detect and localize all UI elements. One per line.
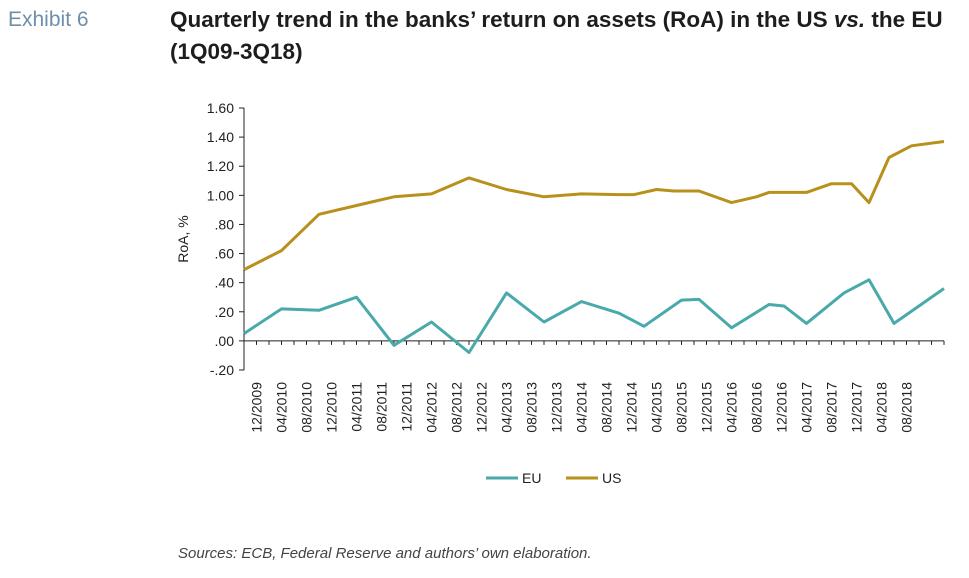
- chart-title: Quarterly trend in the banks’ return on …: [170, 4, 960, 68]
- x-tick-label: 04/2017: [799, 382, 815, 433]
- y-tick-label: 1.40: [207, 129, 234, 145]
- x-tick-label: 04/2016: [724, 382, 740, 433]
- x-tick-label: 12/2013: [549, 382, 565, 433]
- x-tick-label: 04/2013: [499, 382, 515, 433]
- y-tick-label: .80: [215, 216, 235, 232]
- y-tick-label: .60: [215, 246, 235, 262]
- x-tick-label: 08/2015: [674, 382, 690, 433]
- title-main: Quarterly trend in the banks’ return on …: [170, 7, 834, 32]
- x-tick-label: 12/2014: [624, 382, 640, 433]
- x-tick-label: 12/2012: [474, 382, 490, 433]
- x-tick-label: 08/2010: [299, 382, 315, 433]
- source-note: Sources: ECB, Federal Reserve and author…: [178, 545, 592, 562]
- x-tick-label: 12/2017: [849, 382, 865, 433]
- x-tick-label: 12/2016: [774, 382, 790, 433]
- x-tick-label: 04/2014: [574, 382, 590, 433]
- y-tick-label: .00: [215, 333, 235, 349]
- x-tick-label: 08/2013: [524, 382, 540, 433]
- legend-label-us: US: [602, 470, 621, 486]
- y-tick-label: 1.20: [207, 158, 234, 174]
- x-tick-label: 08/2012: [449, 382, 465, 433]
- series-line-eu: [243, 278, 945, 354]
- x-tick-label: 08/2011: [374, 382, 390, 432]
- x-tick-label: 08/2016: [749, 382, 765, 433]
- title-end: the EU (1Q09-3Q18): [170, 7, 943, 64]
- x-tick-label: 12/2009: [249, 382, 265, 433]
- y-tick-label: 1.00: [207, 187, 234, 203]
- x-tick-label: 04/2011: [349, 382, 365, 432]
- exhibit-label: Exhibit 6: [8, 8, 89, 31]
- y-axis-label: RoA, %: [175, 215, 191, 262]
- x-tick-label: 08/2018: [899, 382, 915, 433]
- x-tick-label: 04/2012: [424, 382, 440, 433]
- x-tick-label: 04/2010: [274, 382, 290, 433]
- x-tick-label: 08/2017: [824, 382, 840, 433]
- y-tick-label: 1.60: [207, 100, 234, 116]
- legend-label-eu: EU: [522, 470, 541, 486]
- x-tick-label: 12/2010: [324, 382, 340, 433]
- x-tick-label: 04/2015: [649, 382, 665, 433]
- y-tick-label: -.20: [210, 362, 234, 378]
- series-line-us: [243, 140, 945, 271]
- y-tick-label: .40: [215, 275, 235, 291]
- x-tick-label: 12/2011: [399, 382, 415, 432]
- title-italic: vs.: [833, 7, 866, 32]
- x-tick-label: 04/2018: [874, 382, 890, 433]
- x-tick-label: 12/2015: [699, 382, 715, 433]
- x-tick-label: 08/2014: [599, 382, 615, 433]
- y-tick-label: .20: [215, 304, 235, 320]
